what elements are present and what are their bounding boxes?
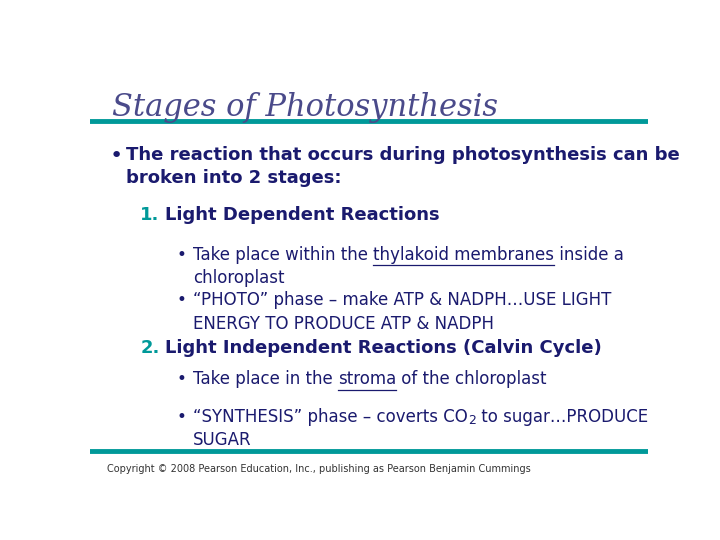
- Text: Take place within the: Take place within the: [193, 246, 374, 264]
- Text: Copyright © 2008 Pearson Education, Inc., publishing as Pearson Benjamin Cumming: Copyright © 2008 Pearson Education, Inc.…: [107, 464, 531, 474]
- Text: Light Independent Reactions (Calvin Cycle): Light Independent Reactions (Calvin Cycl…: [166, 339, 602, 357]
- Text: 2.: 2.: [140, 339, 160, 357]
- Text: •: •: [176, 408, 186, 426]
- Text: thylakoid membranes: thylakoid membranes: [374, 246, 554, 264]
- Text: •: •: [109, 146, 123, 166]
- Text: stroma: stroma: [338, 370, 397, 388]
- Text: •: •: [176, 370, 186, 388]
- Text: •: •: [176, 246, 186, 264]
- Text: Take place in the: Take place in the: [193, 370, 338, 388]
- Text: “SYNTHESIS” phase – coverts CO: “SYNTHESIS” phase – coverts CO: [193, 408, 468, 426]
- Text: Stages of Photosynthesis: Stages of Photosynthesis: [112, 92, 498, 123]
- Text: The reaction that occurs during photosynthesis can be
broken into 2 stages:: The reaction that occurs during photosyn…: [126, 146, 680, 187]
- Text: “PHOTO” phase – make ATP & NADPH…USE LIGHT
ENERGY TO PRODUCE ATP & NADPH: “PHOTO” phase – make ATP & NADPH…USE LIG…: [193, 292, 611, 333]
- Text: 1.: 1.: [140, 206, 160, 224]
- Text: inside a: inside a: [554, 246, 624, 264]
- Text: of the chloroplast: of the chloroplast: [397, 370, 547, 388]
- Text: chloroplast: chloroplast: [193, 269, 284, 287]
- Text: Light Dependent Reactions: Light Dependent Reactions: [166, 206, 440, 224]
- Text: SUGAR: SUGAR: [193, 431, 252, 449]
- Text: to sugar…PRODUCE: to sugar…PRODUCE: [476, 408, 648, 426]
- Text: •: •: [176, 292, 186, 309]
- Text: 2: 2: [468, 415, 476, 428]
